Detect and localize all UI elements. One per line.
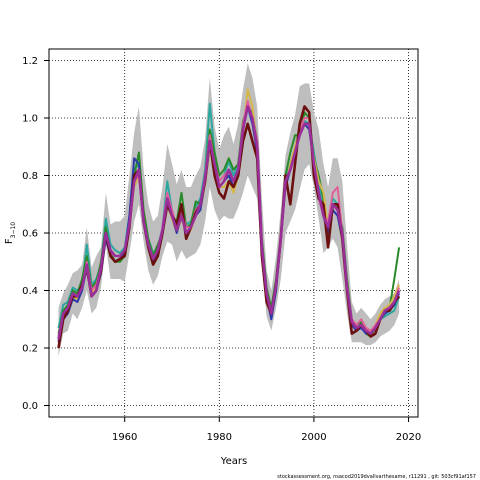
- confidence-band-area: [58, 63, 400, 357]
- y-tick-label: 0.4: [22, 286, 38, 297]
- y-tick-label: 0.6: [22, 229, 38, 240]
- x-axis: 1960 1980 2000 2020: [112, 417, 421, 443]
- x-tick-label: 1960: [112, 432, 137, 443]
- y-tick-label: 0.8: [22, 171, 38, 182]
- series-lines: [57, 88, 401, 349]
- footer-note: stockassessment.org, nsacod2019dvallvart…: [277, 474, 476, 480]
- y-tick-label: 0.0: [22, 401, 38, 412]
- confidence-band: [58, 63, 400, 357]
- y-tick-label: 1.0: [22, 114, 38, 125]
- y-axis-title-main: F: [4, 238, 15, 244]
- y-axis: 0.0 0.2 0.4 0.6 0.8 1.0 1.2: [22, 56, 49, 412]
- x-tick-label: 1980: [207, 432, 232, 443]
- y-tick-label: 0.2: [22, 344, 38, 355]
- x-tick-label: 2020: [396, 432, 421, 443]
- y-tick-label: 1.2: [22, 56, 38, 67]
- y-axis-title: F3−10: [4, 222, 17, 244]
- x-tick-label: 2000: [301, 432, 326, 443]
- series-line-7: [57, 105, 401, 340]
- x-axis-title: Years: [220, 456, 247, 467]
- y-axis-title-subscript: 3−10: [10, 222, 17, 239]
